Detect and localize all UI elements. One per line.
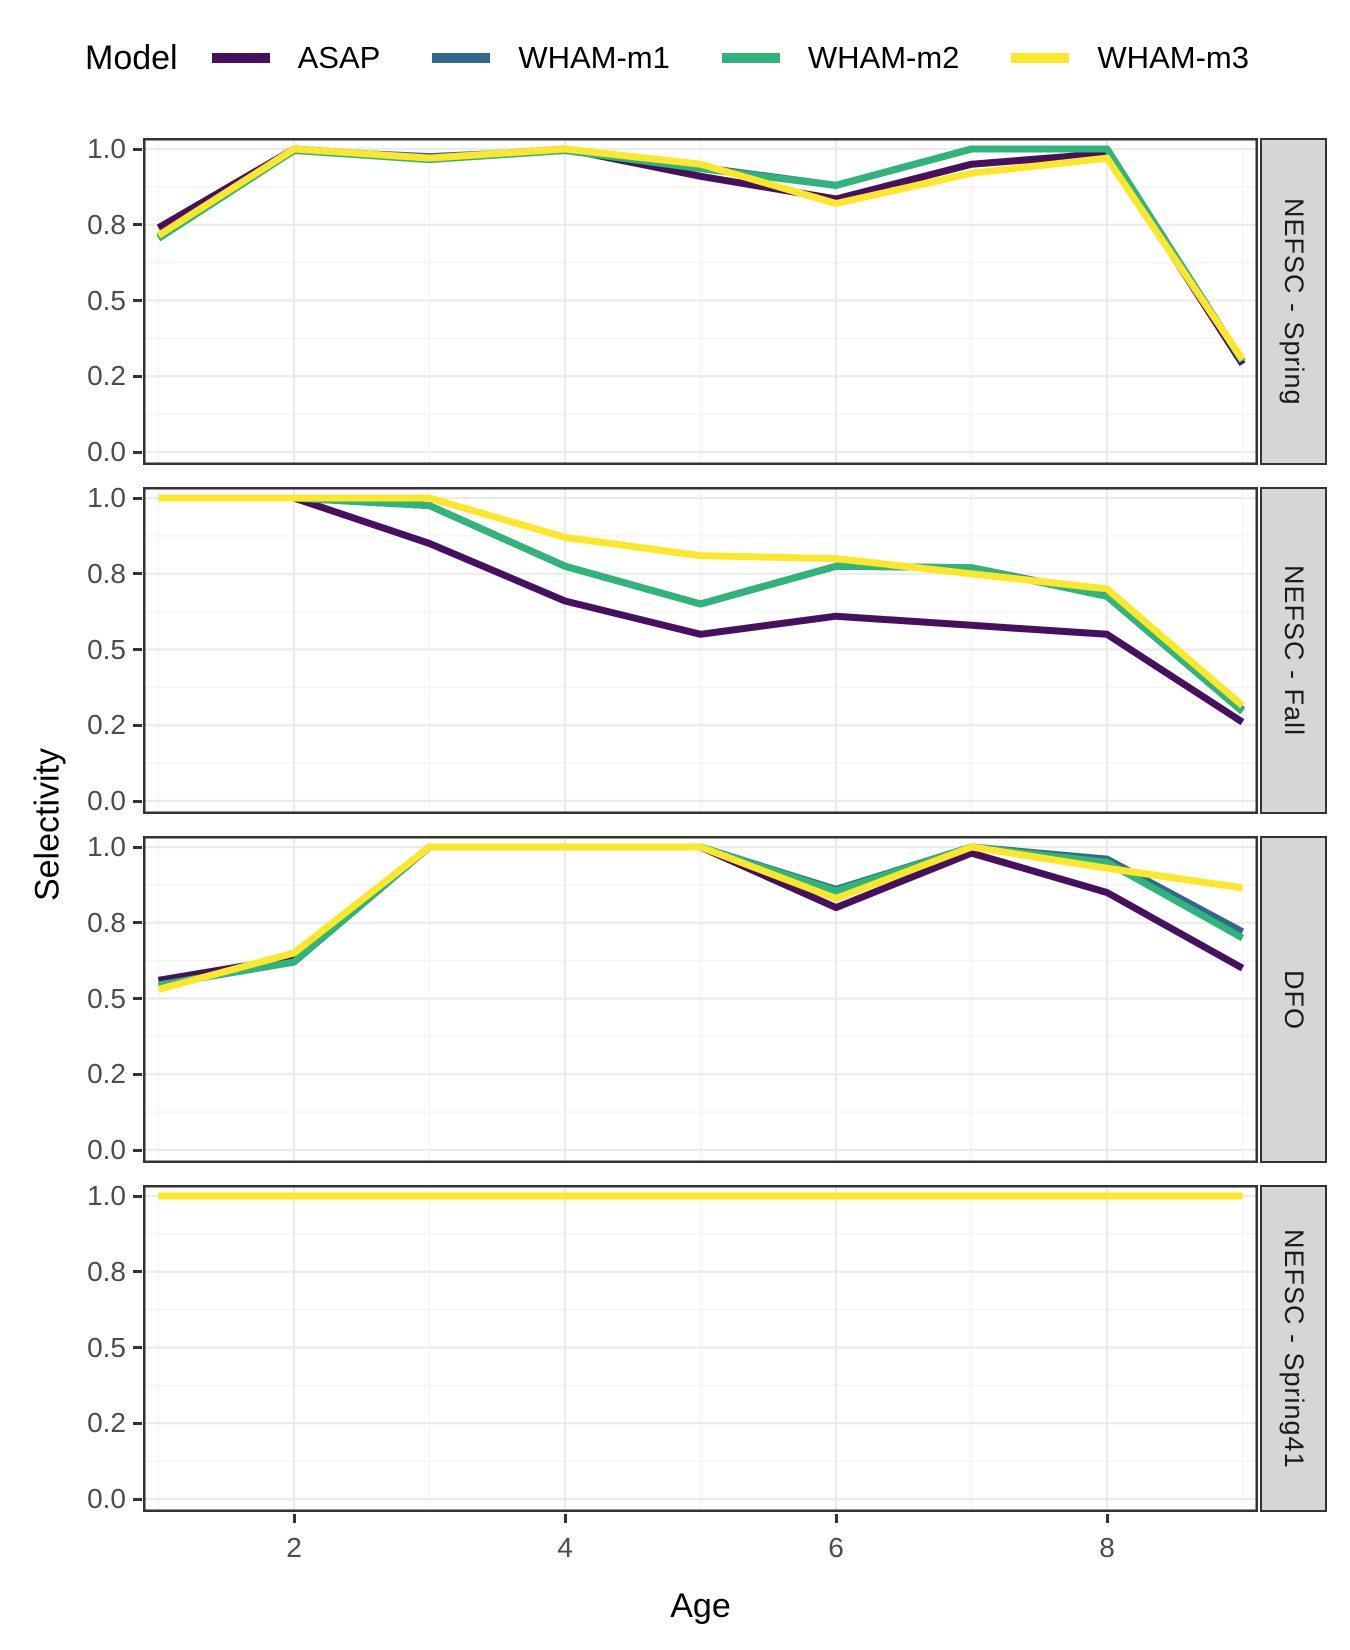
- facet-strip-nefsc-spring: NEFSC - Spring: [1260, 138, 1327, 465]
- facet-strip-nefsc-spring41: NEFSC - Spring41: [1260, 1185, 1327, 1512]
- y-tick-mark: [133, 648, 142, 651]
- legend-swatch-wham-m3: [1011, 53, 1070, 63]
- gridlines: [143, 836, 1258, 1163]
- y-tick-label: 0.8: [87, 208, 126, 240]
- y-tick-label: 1.0: [87, 482, 126, 513]
- legend-label: WHAM-m1: [518, 40, 670, 75]
- legend-title: Model: [85, 38, 178, 77]
- facet-panel-nefsc-spring: [143, 138, 1258, 465]
- y-tick-mark: [133, 223, 142, 227]
- y-tick-label: 0.8: [87, 557, 126, 589]
- x-tick-mark: [292, 1514, 296, 1523]
- legend-label: ASAP: [297, 40, 381, 75]
- y-tick-label: 1.0: [87, 133, 126, 164]
- y-tick-mark: [133, 799, 142, 803]
- y-tick-mark: [133, 374, 142, 378]
- y-tick-mark: [133, 1346, 142, 1349]
- y-tick-label: 0.0: [87, 1483, 126, 1514]
- series-line-asap: [158, 494, 1245, 726]
- y-tick-mark: [133, 299, 142, 302]
- y-tick-mark: [133, 723, 142, 727]
- x-tick-label: 6: [828, 1532, 844, 1563]
- y-tick-label: 0.5: [87, 982, 126, 1014]
- gridlines: [143, 1185, 1258, 1512]
- panel-border: [143, 487, 1258, 814]
- y-tick-label: 0.5: [87, 284, 126, 316]
- x-tick-label: 2: [286, 1532, 302, 1563]
- facet-strip-label: NEFSC - Fall: [1279, 564, 1309, 736]
- y-axis-title: Selectivity: [28, 747, 67, 902]
- x-tick-label: 4: [557, 1532, 573, 1563]
- panel-border: [143, 836, 1258, 1163]
- facet-panel-dfo: [143, 836, 1258, 1163]
- y-tick-mark: [133, 1194, 142, 1198]
- y-tick-label: 0.5: [87, 633, 126, 665]
- y-tick-label: 0.2: [87, 1058, 126, 1090]
- y-tick-label: 0.0: [87, 1134, 126, 1165]
- y-tick-mark: [133, 572, 142, 576]
- x-tick-mark: [1105, 1514, 1109, 1523]
- series-line-wham-m3: [157, 843, 1244, 993]
- facet-canvas-dfo: [143, 836, 1258, 1163]
- legend-item-wham-m3: WHAM-m3: [1011, 40, 1249, 76]
- legend-swatch-wham-m1: [432, 53, 491, 63]
- y-tick-label: 0.8: [87, 906, 126, 938]
- gridlines: [143, 487, 1258, 814]
- y-tick-mark: [133, 1270, 142, 1274]
- facet-strip-label: NEFSC - Spring41: [1279, 1228, 1309, 1469]
- facet-panel-nefsc-fall: [143, 487, 1258, 814]
- y-tick-mark: [133, 1072, 142, 1076]
- y-tick-mark: [133, 845, 142, 849]
- x-tick-mark: [834, 1514, 838, 1523]
- legend-swatch-asap: [211, 53, 270, 63]
- y-tick-mark: [133, 147, 142, 151]
- facet-strip-label: DFO: [1279, 969, 1309, 1030]
- y-tick-label: 0.5: [87, 1331, 126, 1363]
- legend-label: WHAM-m2: [807, 40, 960, 75]
- y-tick-mark: [133, 921, 142, 925]
- y-tick-label: 0.2: [87, 1407, 126, 1439]
- legend-item-asap: ASAP: [211, 40, 381, 76]
- y-tick-mark: [133, 1421, 142, 1425]
- y-tick-label: 1.0: [87, 831, 126, 862]
- y-tick-label: 0.0: [87, 436, 126, 467]
- facet-canvas-nefsc-spring: [143, 138, 1258, 465]
- series-line-wham-m3: [158, 494, 1245, 709]
- y-tick-mark: [133, 1497, 142, 1501]
- y-tick-label: 0.0: [87, 785, 126, 816]
- y-tick-label: 0.2: [87, 360, 126, 392]
- facet-canvas-nefsc-fall: [143, 487, 1258, 814]
- panel-border: [143, 138, 1258, 465]
- y-tick-label: 0.2: [87, 709, 126, 741]
- x-axis-title: Age: [670, 1587, 731, 1625]
- y-tick-mark: [133, 450, 142, 454]
- facet-canvas-nefsc-spring41: [143, 1185, 1258, 1512]
- panel-border: [143, 1185, 1258, 1512]
- legend-item-wham-m1: WHAM-m1: [432, 40, 670, 76]
- legend-swatch-wham-m2: [721, 53, 780, 63]
- facet-strip-label: NEFSC - Spring: [1279, 197, 1309, 406]
- y-tick-mark: [133, 496, 142, 500]
- legend-item-wham-m2: WHAM-m2: [721, 40, 960, 76]
- y-tick-mark: [133, 1148, 142, 1152]
- legend: Model ASAP WHAM-m1 WHAM-m2 WHAM-m3: [85, 30, 1301, 86]
- x-tick-label: 8: [1099, 1532, 1115, 1563]
- facet-strip-dfo: DFO: [1260, 836, 1327, 1163]
- series-line-wham-m3: [156, 145, 1246, 362]
- y-tick-label: 0.8: [87, 1255, 126, 1287]
- legend-label: WHAM-m3: [1097, 40, 1249, 75]
- y-tick-label: 1.0: [87, 1180, 126, 1211]
- facet-panel-nefsc-spring41: [143, 1185, 1258, 1512]
- y-tick-mark: [133, 997, 142, 1000]
- x-tick-mark: [563, 1514, 567, 1523]
- facet-strip-nefsc-fall: NEFSC - Fall: [1260, 487, 1327, 814]
- gridlines: [143, 138, 1258, 465]
